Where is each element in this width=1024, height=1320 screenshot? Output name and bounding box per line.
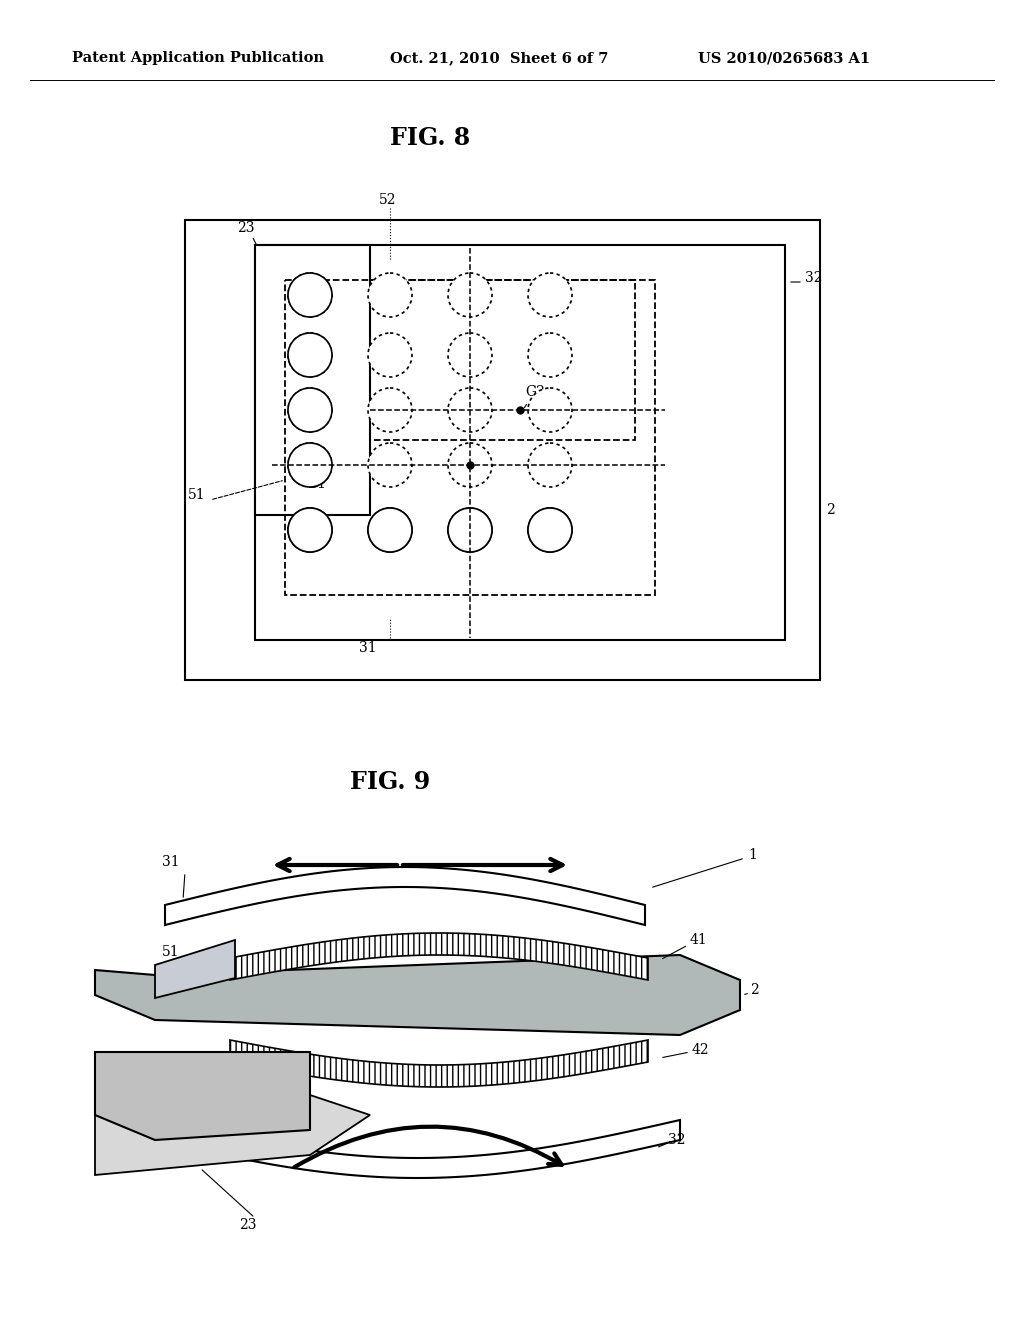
Polygon shape: [230, 933, 648, 979]
Text: 51: 51: [188, 488, 206, 502]
Text: 2: 2: [826, 503, 835, 517]
Circle shape: [528, 508, 572, 552]
Circle shape: [368, 444, 412, 487]
Circle shape: [449, 508, 492, 552]
Text: 23: 23: [240, 1218, 257, 1232]
Circle shape: [288, 333, 332, 378]
Text: 41: 41: [690, 933, 708, 946]
Circle shape: [449, 388, 492, 432]
Circle shape: [288, 333, 332, 378]
Text: G2: G2: [525, 385, 545, 399]
Circle shape: [368, 273, 412, 317]
Polygon shape: [95, 1052, 310, 1140]
Bar: [255, 246, 370, 515]
Polygon shape: [155, 940, 234, 998]
Circle shape: [368, 508, 412, 552]
Text: 23: 23: [237, 220, 255, 235]
Circle shape: [528, 508, 572, 552]
Polygon shape: [155, 1119, 680, 1177]
Circle shape: [288, 273, 332, 317]
Bar: [185, 220, 820, 680]
Circle shape: [288, 444, 332, 487]
Circle shape: [288, 508, 332, 552]
Circle shape: [449, 444, 492, 487]
Text: Oct. 21, 2010  Sheet 6 of 7: Oct. 21, 2010 Sheet 6 of 7: [390, 51, 608, 65]
Text: 32: 32: [805, 271, 822, 285]
Bar: [255, 246, 785, 640]
Text: 2: 2: [750, 983, 759, 997]
Text: FIG. 9: FIG. 9: [350, 770, 430, 795]
Circle shape: [528, 273, 572, 317]
Bar: [370, 280, 635, 440]
Polygon shape: [95, 954, 740, 1035]
Circle shape: [528, 333, 572, 378]
Bar: [285, 280, 655, 595]
Circle shape: [449, 508, 492, 552]
Text: 52: 52: [162, 1055, 179, 1069]
Text: 32: 32: [668, 1133, 685, 1147]
Circle shape: [288, 508, 332, 552]
Circle shape: [368, 388, 412, 432]
Circle shape: [449, 273, 492, 317]
Text: G1: G1: [306, 477, 326, 491]
Circle shape: [449, 333, 492, 378]
Circle shape: [288, 388, 332, 432]
Circle shape: [528, 388, 572, 432]
Circle shape: [288, 388, 332, 432]
Text: 31: 31: [359, 642, 377, 655]
Circle shape: [368, 333, 412, 378]
Polygon shape: [230, 1040, 648, 1086]
Polygon shape: [95, 1096, 370, 1175]
Circle shape: [528, 444, 572, 487]
Text: 51: 51: [162, 945, 179, 960]
Text: Patent Application Publication: Patent Application Publication: [72, 51, 324, 65]
Circle shape: [368, 508, 412, 552]
Text: 52: 52: [379, 193, 396, 207]
Polygon shape: [165, 867, 645, 925]
Circle shape: [288, 273, 332, 317]
Circle shape: [288, 444, 332, 487]
Text: 31: 31: [162, 855, 179, 869]
Text: FIG. 8: FIG. 8: [390, 125, 470, 150]
Text: 1: 1: [748, 847, 757, 862]
Text: 42: 42: [692, 1043, 710, 1057]
Text: US 2010/0265683 A1: US 2010/0265683 A1: [698, 51, 870, 65]
